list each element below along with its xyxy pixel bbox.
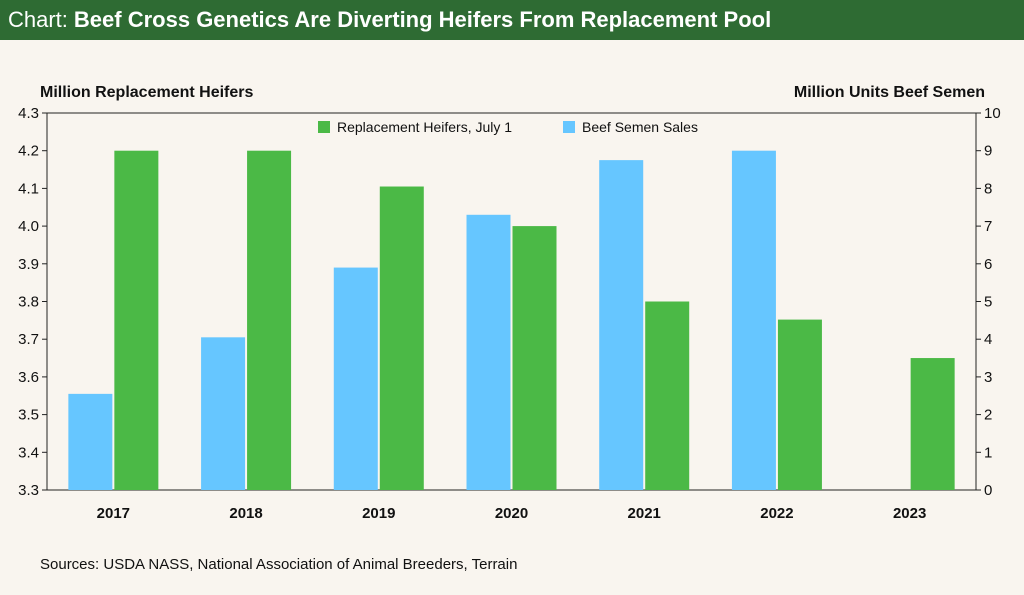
right-tick-label: 9	[984, 143, 992, 160]
left-tick-label: 4.3	[18, 105, 39, 122]
title-prefix: Chart:	[8, 7, 68, 32]
left-tick-label: 4.2	[18, 143, 39, 160]
right-tick-label: 8	[984, 180, 992, 197]
semen-bar-2021	[599, 160, 644, 490]
left-tick-label: 3.7	[18, 331, 39, 348]
left-tick-label: 3.3	[18, 482, 39, 499]
left-tick-label: 3.6	[18, 369, 39, 386]
left-axis-title: Million Replacement Heifers	[40, 84, 253, 101]
legend-label-heifers: Replacement Heifers, July 1	[337, 119, 512, 135]
left-tick-label: 3.5	[18, 407, 39, 424]
legend-swatch-semen	[563, 121, 575, 133]
plot-area: 3.3 3.4 3.5 3.6 3.7 3.8 3.9 4.0 4.1 4.2 4.3 0 1 2 3 4 5 6…	[18, 105, 1001, 522]
x-tick-label-2021: 2021	[628, 505, 661, 522]
left-tick-label: 3.4	[18, 444, 39, 461]
heifer-bar-2022	[777, 319, 822, 490]
semen-bar-2018	[201, 337, 246, 490]
heifer-bar-2017	[114, 150, 159, 490]
x-tick-label-2023: 2023	[893, 505, 926, 522]
semen-bar-2019	[333, 267, 378, 490]
right-tick-label: 10	[984, 105, 1001, 122]
heifer-bar-2019	[379, 186, 424, 490]
x-tick-label-2022: 2022	[760, 505, 793, 522]
semen-bar-2022	[731, 150, 776, 490]
heifer-bar-2023	[910, 358, 955, 490]
legend-label-semen: Beef Semen Sales	[582, 119, 698, 135]
semen-bar-2017	[68, 393, 113, 490]
right-tick-label: 7	[984, 218, 992, 235]
heifer-bar-2020	[512, 226, 557, 490]
heifer-bar-2018	[247, 150, 292, 490]
right-tick-label: 4	[984, 331, 992, 348]
source-note: Sources: USDA NASS, National Association…	[40, 556, 518, 573]
heifer-bar-2021	[645, 301, 690, 490]
semen-bar-2020	[466, 214, 511, 491]
right-tick-label: 5	[984, 294, 992, 311]
x-tick-label-2020: 2020	[495, 505, 528, 522]
right-tick-label: 3	[984, 369, 992, 386]
right-tick-label: 0	[984, 482, 992, 499]
x-tick-label-2017: 2017	[97, 505, 130, 522]
left-tick-label: 3.8	[18, 294, 39, 311]
right-axis-title: Million Units Beef Semen	[794, 84, 985, 101]
plot-frame	[46, 112, 977, 491]
legend-swatch-heifers	[318, 121, 330, 133]
chart-area: Million Replacement Heifers Million Unit…	[18, 84, 1001, 522]
x-tick-label-2019: 2019	[362, 505, 395, 522]
x-tick-label-2018: 2018	[229, 505, 262, 522]
left-tick-label: 3.9	[18, 256, 39, 273]
left-tick-label: 4.0	[18, 218, 39, 235]
chart-title: Beef Cross Genetics Are Diverting Heifer…	[73, 7, 772, 32]
right-tick-label: 2	[984, 407, 992, 424]
left-tick-label: 4.1	[18, 180, 39, 197]
right-tick-label: 1	[984, 444, 992, 461]
chart-title-bar: Chart: Beef Cross Genetics Are Diverting…	[0, 0, 1024, 40]
right-tick-label: 6	[984, 256, 992, 273]
